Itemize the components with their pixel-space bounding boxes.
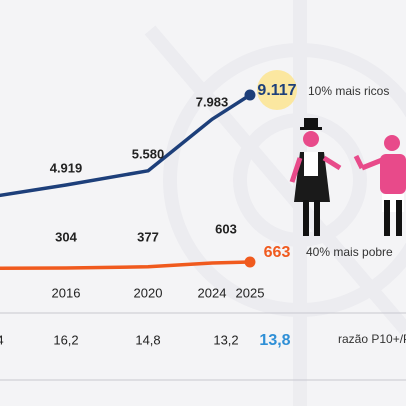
ratio-value: 16,2 (53, 332, 78, 347)
value-label: 603 (215, 221, 237, 236)
ratio-value: 13,8 (259, 332, 290, 349)
end-dot (244, 89, 256, 101)
value-label: 7.983 (196, 95, 229, 110)
end-dot (244, 256, 256, 268)
value-label: 5.580 (132, 146, 165, 161)
x-tick-label: 2025 (236, 285, 265, 300)
ratio-value: 4 (0, 332, 4, 347)
series-line (0, 93, 251, 198)
background-pattern (144, 0, 406, 406)
x-tick-label: 2020 (134, 285, 163, 300)
series-line (0, 260, 251, 270)
rich-figure (289, 118, 342, 236)
value-label: 304 (55, 229, 77, 244)
x-tick-label: 2016 (52, 285, 81, 300)
ratio-value: 13,2 (213, 332, 238, 347)
value-label: 4.919 (50, 160, 83, 175)
ratio-value: 14,8 (135, 332, 160, 347)
ratio-label: razão P10+/P4 (338, 332, 406, 346)
legend-label: 10% mais ricos (308, 84, 389, 98)
highlight-circle (257, 70, 297, 110)
value-label: 377 (137, 229, 159, 244)
x-tick-label: 2024 (198, 285, 227, 300)
legend-label: 40% mais pobre (306, 245, 393, 259)
highlight-value: 663 (264, 244, 291, 261)
highlight-value: 9.117 (257, 82, 296, 99)
poor-figure (353, 135, 406, 236)
